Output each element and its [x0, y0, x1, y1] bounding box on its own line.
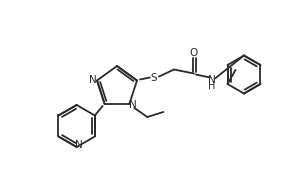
- Text: N: N: [208, 74, 216, 84]
- Text: O: O: [190, 47, 198, 57]
- Text: N: N: [89, 74, 97, 84]
- Text: H: H: [208, 81, 216, 90]
- Text: S: S: [151, 73, 157, 82]
- Text: N: N: [130, 100, 137, 110]
- Text: N: N: [75, 140, 83, 150]
